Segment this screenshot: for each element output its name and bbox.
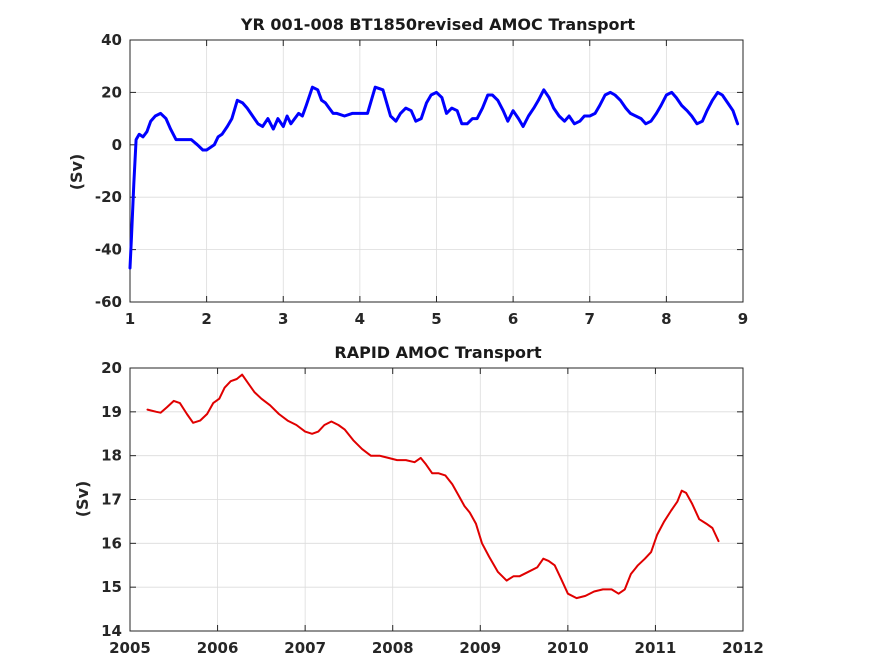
top-chart-y-tick-label: 40	[101, 31, 122, 49]
bottom-chart-y-tick-label: 17	[101, 491, 122, 509]
bottom-chart-x-tick-label: 2005	[109, 639, 151, 656]
bottom-chart-y-tick-label: 15	[101, 578, 122, 596]
top-chart-series-line	[128, 85, 740, 270]
top-chart-axes-frame	[129, 39, 744, 303]
top-chart-x-tick-label: 7	[585, 310, 595, 328]
bottom-chart-x-tick-label: 2009	[459, 639, 501, 656]
bottom-chart-y-axis-label: (Sv)	[73, 481, 92, 518]
bottom-chart-series-line	[146, 373, 720, 600]
top-chart-title: YR 001-008 BT1850revised AMOC Transport	[240, 15, 635, 34]
top-chart-y-tick-label: 0	[112, 136, 122, 154]
bottom-chart-y-tick-label: 20	[101, 359, 122, 377]
bottom-chart-axes-frame	[129, 367, 744, 632]
top-chart-x-tick-label: 3	[278, 310, 288, 328]
top-chart-y-tick-label: 20	[101, 83, 122, 101]
bottom-chart-x-tick-label: 2011	[635, 639, 677, 656]
top-chart-x-tick-label: 5	[431, 310, 441, 328]
bottom-chart-title: RAPID AMOC Transport	[334, 343, 542, 362]
top-chart-y-tick-label: -20	[95, 188, 122, 206]
bottom-chart-x-tick-label: 2008	[372, 639, 414, 656]
top-chart-y-axis-label: (Sv)	[67, 154, 86, 191]
top-chart-y-tick-label: -60	[95, 293, 122, 311]
bottom-chart-x-tick-label: 2010	[547, 639, 589, 656]
top-chart-x-tick-label: 8	[661, 310, 671, 328]
bottom-chart-y-tick-label: 16	[101, 534, 122, 552]
bottom-chart-x-tick-label: 2007	[284, 639, 326, 656]
top-chart-x-tick-label: 4	[355, 310, 365, 328]
top-chart-x-tick-label: 1	[125, 310, 135, 328]
bottom-chart-panel: RAPID AMOC Transport (Sv) 2005 2006 2007 20…	[73, 343, 764, 656]
top-chart-x-tick-label: 6	[508, 310, 518, 328]
bottom-chart-y-tick-label: 18	[101, 447, 122, 465]
top-chart-y-tick-label: -40	[95, 241, 122, 259]
top-chart-x-tick-label: 9	[738, 310, 748, 328]
top-chart-panel: YR 001-008 BT1850revised AMOC Transport …	[67, 15, 748, 328]
bottom-chart-x-tick-label: 2006	[197, 639, 239, 656]
bottom-chart-y-tick-label: 19	[101, 403, 122, 421]
bottom-chart-x-tick-label: 2012	[722, 639, 764, 656]
top-chart-x-tick-label: 2	[201, 310, 211, 328]
bottom-chart-y-tick-label: 14	[101, 622, 122, 640]
